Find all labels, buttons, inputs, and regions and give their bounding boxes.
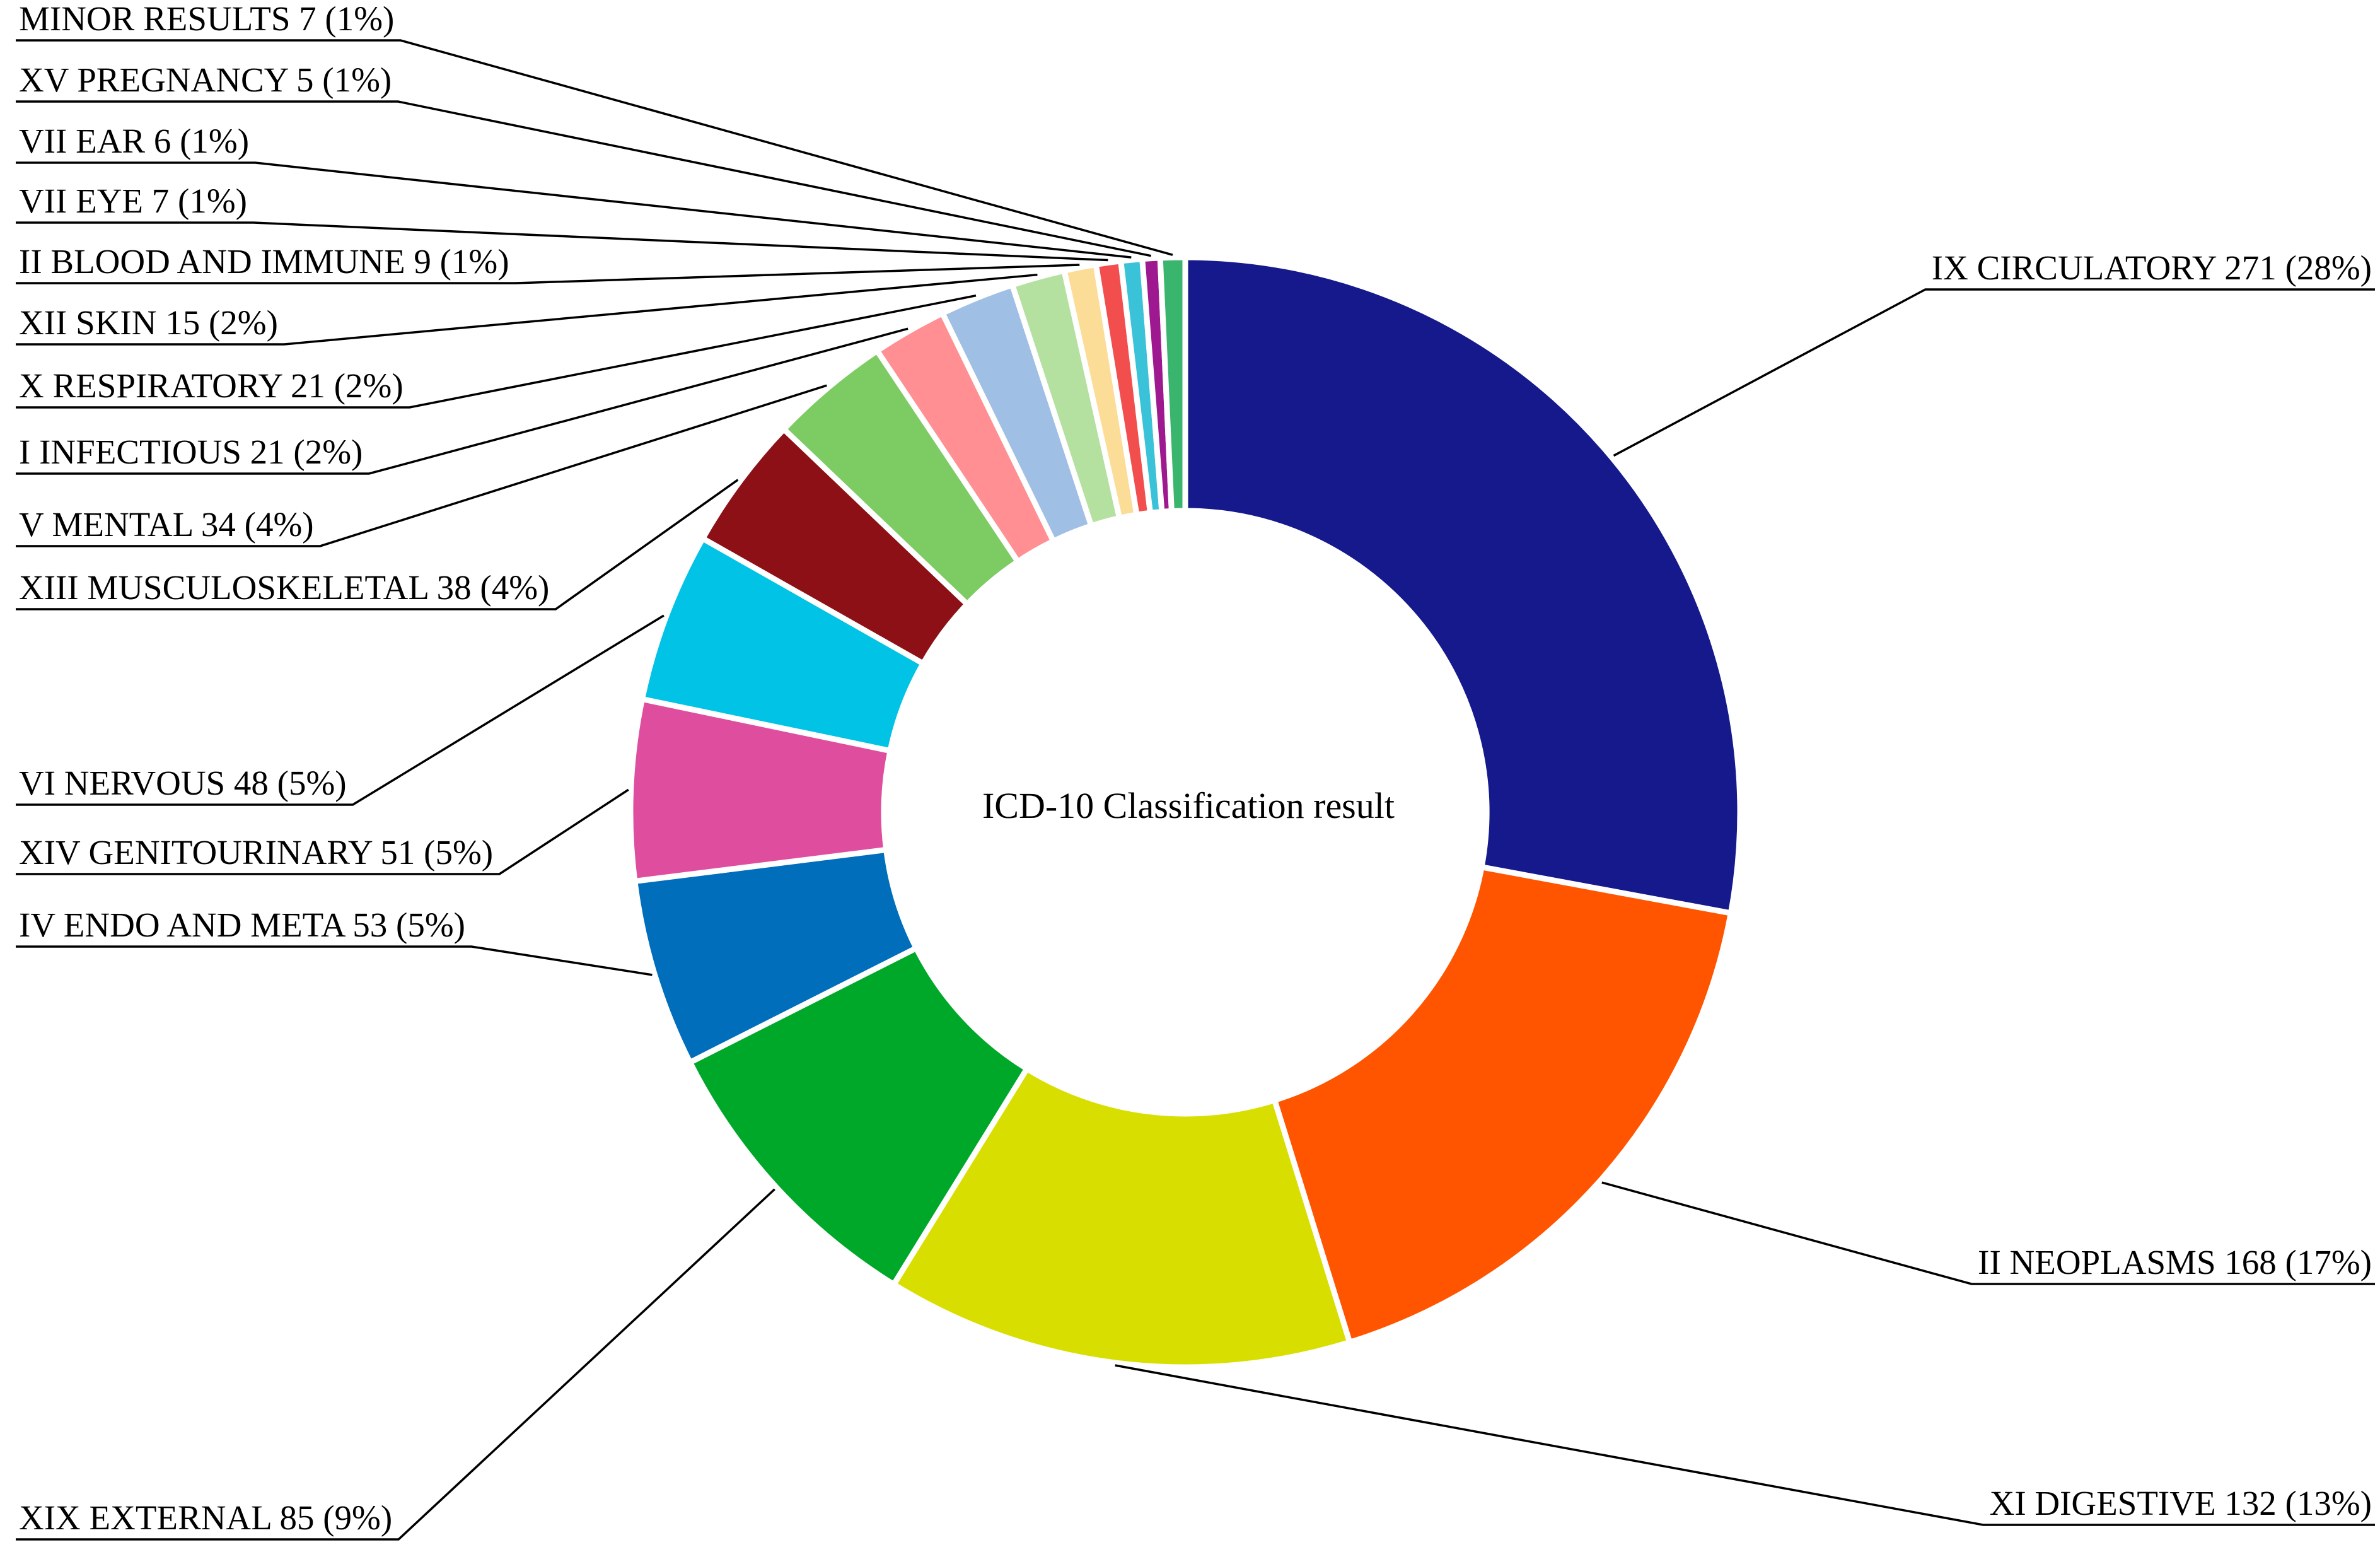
leader-line-vii-eye xyxy=(16,221,1108,262)
leader-line-ii-blood-and-immune xyxy=(16,264,1080,284)
leader-line-v-mental xyxy=(16,384,827,547)
leader-line-xiv-genitourinary xyxy=(16,788,629,875)
label-minor-results: MINOR RESULTS 7 (1%) xyxy=(19,0,394,38)
slice-labels-group: IX CIRCULATORY 271 (28%) II NEOPLASMS 168… xyxy=(19,0,2372,1537)
slice-xix-external xyxy=(686,944,1031,1288)
label-xiv-genitourinary: XIV GENITOURINARY 51 (5%) xyxy=(19,833,493,872)
label-ii-blood-and-immune: II BLOOD AND IMMUNE 9 (1%) xyxy=(19,242,509,281)
label-xiii-musculoskeletal: XIII MUSCULOSKELETAL 38 (4%) xyxy=(19,568,549,607)
label-vii-eye: VII EYE 7 (1%) xyxy=(19,182,247,220)
label-iv-endo-and-meta: IV ENDO AND META 53 (5%) xyxy=(19,906,465,944)
leader-line-ix-circulatory xyxy=(1613,288,2375,457)
slice-minor-results xyxy=(1157,254,1188,515)
leader-line-xiii-musculoskeletal xyxy=(16,479,739,610)
slice-ix-circulatory xyxy=(1182,254,1743,917)
label-x-respiratory: X RESPIRATORY 21 (2%) xyxy=(19,366,403,405)
label-ix-circulatory: IX CIRCULATORY 271 (28%) xyxy=(1932,248,2372,287)
leader-line-minor-results xyxy=(16,39,1173,256)
leader-line-xii-skin xyxy=(16,273,1038,346)
slice-xi-digestive xyxy=(890,1065,1354,1370)
slices-group xyxy=(627,254,1743,1370)
leader-line-iv-endo-and-meta xyxy=(16,945,653,976)
slice-ii-neoplasms xyxy=(1271,863,1734,1346)
label-v-mental: V MENTAL 34 (4%) xyxy=(19,505,314,544)
label-i-infectious: I INFECTIOUS 21 (2%) xyxy=(19,433,363,471)
label-xv-pregnancy: XV PREGNANCY 5 (1%) xyxy=(19,61,392,99)
leader-line-xix-external xyxy=(16,1188,775,1541)
leader-line-i-infectious xyxy=(16,327,908,475)
leader-line-x-respiratory xyxy=(16,294,977,409)
leader-line-xi-digestive xyxy=(1115,1364,2375,1526)
label-xi-digestive: XI DIGESTIVE 132 (13%) xyxy=(1990,1484,2372,1522)
leader-line-ii-neoplasms xyxy=(1601,1181,2375,1285)
label-xix-external: XIX EXTERNAL 85 (9%) xyxy=(19,1498,392,1537)
label-ii-neoplasms: II NEOPLASMS 168 (17%) xyxy=(1978,1243,2372,1281)
leader-line-xv-pregnancy xyxy=(16,100,1152,257)
center-label: ICD-10 Classification result xyxy=(982,785,1395,826)
label-vi-nervous: VI NERVOUS 48 (5%) xyxy=(19,764,347,802)
leader-line-vi-nervous xyxy=(16,614,665,806)
leader-line-vii-ear xyxy=(16,161,1132,259)
label-xii-skin: XII SKIN 15 (2%) xyxy=(19,303,278,342)
label-vii-ear: VII EAR 6 (1%) xyxy=(19,122,249,160)
leader-lines-group xyxy=(16,39,2375,1541)
